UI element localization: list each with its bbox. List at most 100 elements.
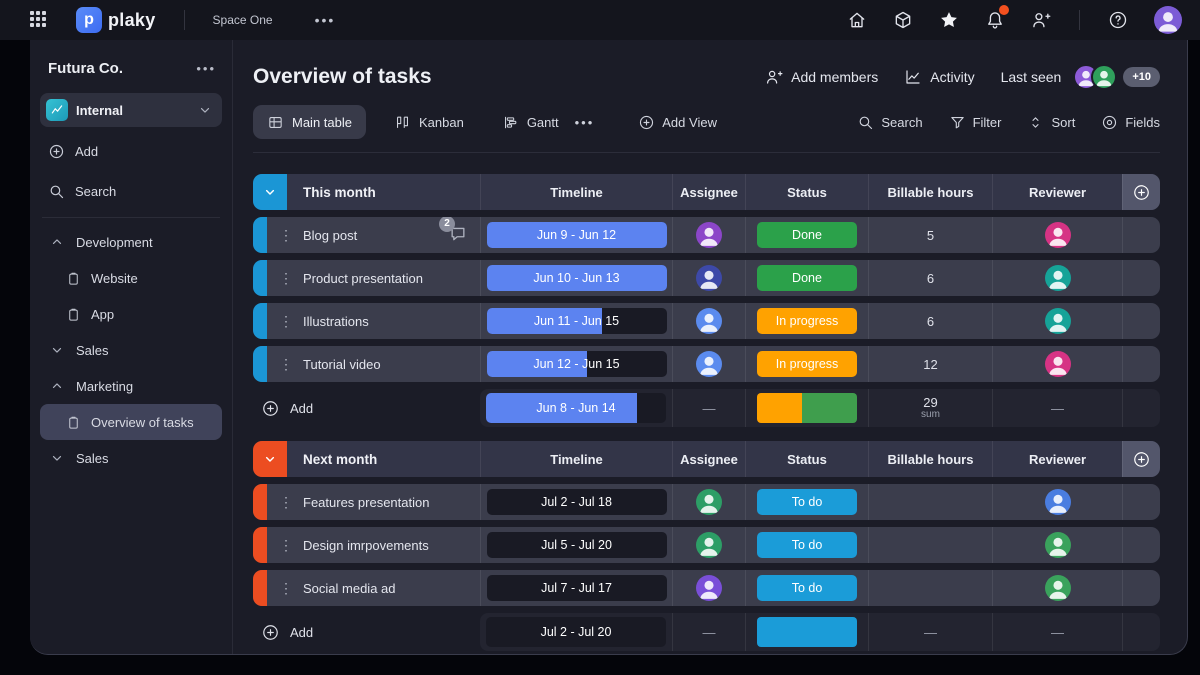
reviewer-avatar[interactable]	[1044, 532, 1071, 558]
status-summary-bar[interactable]	[757, 617, 857, 647]
drag-handle-icon[interactable]: ⋮	[279, 312, 293, 329]
timeline-summary-pill[interactable]: Jun 8 - Jun 14	[486, 393, 666, 423]
drag-handle-icon[interactable]: ⋮	[279, 579, 293, 596]
add-members-button[interactable]: Add members	[765, 68, 878, 86]
add-column-button[interactable]	[1122, 441, 1160, 477]
space-selector[interactable]: Internal	[40, 93, 222, 127]
timeline-pill[interactable]: Jul 5 - Jul 20	[486, 532, 667, 558]
user-avatar[interactable]	[1154, 6, 1182, 34]
sidebar-search-button[interactable]: Search	[40, 171, 222, 211]
drag-handle-icon[interactable]: ⋮	[279, 269, 293, 286]
favorites-star-icon[interactable]	[939, 10, 959, 30]
reviewer-avatar[interactable]	[1044, 222, 1071, 248]
search-button[interactable]: Search	[857, 114, 923, 131]
drag-handle-icon[interactable]: ⋮	[279, 355, 293, 372]
add-task-button[interactable]: Add	[253, 389, 480, 427]
column-header-timeline[interactable]: Timeline	[480, 174, 672, 210]
status-badge[interactable]: Done	[757, 265, 857, 291]
add-view-button[interactable]: Add View	[638, 114, 717, 131]
assignee-avatar[interactable]	[696, 532, 722, 558]
avatar-overflow-badge[interactable]: +10	[1123, 67, 1160, 87]
timeline-pill[interactable]: Jun 9 - Jun 12	[486, 222, 667, 248]
filter-button[interactable]: Filter	[949, 114, 1001, 131]
status-badge[interactable]: To do	[757, 532, 857, 558]
billable-hours[interactable]: 6	[926, 270, 935, 286]
reviewer-avatar[interactable]	[1044, 265, 1071, 291]
reviewer-avatar[interactable]	[1044, 575, 1071, 601]
assignee-avatar[interactable]	[696, 351, 722, 377]
add-column-button[interactable]	[1122, 174, 1160, 210]
tab-gantt[interactable]: Gantt	[488, 105, 573, 139]
status-badge[interactable]: Done	[757, 222, 857, 248]
group-title[interactable]: This month	[303, 184, 376, 200]
assignee-avatar[interactable]	[696, 265, 722, 291]
assignee-avatar[interactable]	[696, 489, 722, 515]
tabs-more-icon[interactable]: •••	[574, 114, 595, 130]
sidebar-group-marketing[interactable]: Marketing	[40, 368, 222, 404]
reviewer-avatar[interactable]	[1044, 308, 1071, 334]
sort-button[interactable]: Sort	[1027, 114, 1075, 131]
timeline-pill[interactable]: Jun 11 - Jun 15	[486, 308, 667, 334]
group-title[interactable]: Next month	[303, 451, 378, 467]
plaky-logo[interactable]: p plaky	[62, 7, 156, 33]
collapse-group-button[interactable]	[253, 174, 287, 210]
space-name[interactable]: Space One	[212, 13, 273, 27]
sidebar-board-overview-of-tasks[interactable]: Overview of tasks	[40, 404, 222, 440]
help-icon[interactable]	[1108, 10, 1128, 30]
drag-handle-icon[interactable]: ⋮	[279, 493, 293, 510]
activity-button[interactable]: Activity	[904, 68, 975, 86]
add-task-button[interactable]: Add	[253, 613, 480, 651]
column-header-assignee[interactable]: Assignee	[672, 441, 745, 477]
timeline-pill[interactable]: Jun 12 - Jun 15	[486, 351, 667, 377]
sidebar-group-development[interactable]: Development	[40, 224, 222, 260]
column-header-reviewer[interactable]: Reviewer	[992, 441, 1122, 477]
drag-handle-icon[interactable]: ⋮	[279, 536, 293, 553]
column-header-assignee[interactable]: Assignee	[672, 174, 745, 210]
items-cube-icon[interactable]	[893, 10, 913, 30]
billable-hours[interactable]: 12	[923, 356, 938, 372]
task-row[interactable]: ⋮ Illustrations Jun 11 - Jun 15 In progr…	[253, 303, 1160, 339]
sidebar-board-app[interactable]: App	[40, 296, 222, 332]
notifications-bell-icon[interactable]	[985, 5, 1009, 30]
status-badge[interactable]: In progress	[757, 308, 857, 334]
task-row[interactable]: ⋮ Tutorial video Jun 12 - Jun 15 In prog…	[253, 346, 1160, 382]
tab-main-table[interactable]: Main table	[253, 105, 366, 139]
status-summary-bar[interactable]	[757, 393, 857, 423]
task-name[interactable]: Tutorial video	[303, 356, 381, 372]
billable-hours[interactable]: 5	[926, 227, 935, 243]
sidebar-board-website[interactable]: Website	[40, 260, 222, 296]
assignee-avatar[interactable]	[696, 575, 722, 601]
task-name[interactable]: Design imrpovements	[303, 537, 429, 553]
timeline-pill[interactable]: Jul 7 - Jul 17	[486, 575, 667, 601]
task-name[interactable]: Product presentation	[303, 270, 423, 286]
tab-kanban[interactable]: Kanban	[380, 105, 478, 139]
status-badge[interactable]: To do	[757, 489, 857, 515]
task-name[interactable]: Illustrations	[303, 313, 369, 329]
task-name[interactable]: Features presentation	[303, 494, 430, 510]
sidebar-group-sales-2[interactable]: Sales	[40, 440, 222, 476]
assignee-avatar[interactable]	[696, 222, 722, 248]
task-name[interactable]: Blog post	[303, 227, 358, 243]
fields-button[interactable]: Fields	[1101, 114, 1160, 131]
task-row[interactable]: ⋮ Social media ad Jul 7 - Jul 17 To do	[253, 570, 1160, 606]
last-seen-avatars[interactable]: +10	[1073, 64, 1160, 90]
task-name[interactable]: Social media ad	[303, 580, 396, 596]
timeline-pill[interactable]: Jun 10 - Jun 13	[486, 265, 667, 291]
reviewer-avatar[interactable]	[1044, 489, 1071, 515]
assignee-avatar[interactable]	[696, 308, 722, 334]
sidebar-group-sales-1[interactable]: Sales	[40, 332, 222, 368]
collapse-group-button[interactable]	[253, 441, 287, 477]
sidebar-add-button[interactable]: Add	[40, 131, 222, 171]
column-header-status[interactable]: Status	[745, 441, 868, 477]
column-header-reviewer[interactable]: Reviewer	[992, 174, 1122, 210]
apps-grid-icon[interactable]	[30, 11, 48, 29]
reviewer-avatar[interactable]	[1044, 351, 1071, 377]
drag-handle-icon[interactable]: ⋮	[279, 226, 293, 243]
task-row[interactable]: ⋮ Design imrpovements Jul 5 - Jul 20 To …	[253, 527, 1160, 563]
avatar[interactable]	[1091, 64, 1118, 90]
home-icon[interactable]	[847, 10, 867, 30]
status-badge[interactable]: To do	[757, 575, 857, 601]
invite-user-icon[interactable]	[1031, 10, 1051, 30]
task-row[interactable]: ⋮ Product presentation Jun 10 - Jun 13 D…	[253, 260, 1160, 296]
status-badge[interactable]: In progress	[757, 351, 857, 377]
